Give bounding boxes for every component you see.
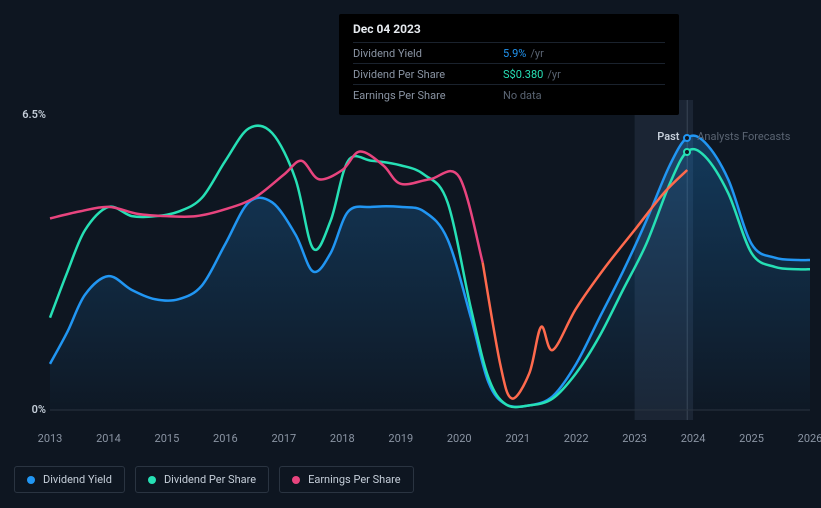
x-axis: 2013201420152016201720182019202020212022… (50, 432, 810, 452)
legend-dot-icon (27, 476, 35, 484)
x-tick-label: 2018 (330, 432, 355, 445)
forecast-label: Analysts Forecasts (697, 130, 790, 143)
x-tick-label: 2017 (271, 432, 296, 445)
legend-dot-icon (292, 476, 300, 484)
x-tick-label: 2016 (213, 432, 238, 445)
x-tick-label: 2026 (798, 432, 821, 445)
series-marker (683, 148, 691, 156)
legend-label: Dividend Yield (43, 473, 112, 486)
tooltip-row-value: S$0.380 (503, 68, 543, 81)
x-tick-label: 2019 (388, 432, 413, 445)
tooltip-title: Dec 04 2023 (353, 22, 665, 36)
tooltip: Dec 04 2023 Dividend Yield 5.9% /yr Divi… (339, 14, 679, 115)
x-tick-label: 2023 (622, 432, 647, 445)
x-tick-label: 2020 (447, 432, 472, 445)
tooltip-row-value: 5.9% (503, 47, 526, 60)
x-tick-label: 2022 (564, 432, 589, 445)
x-tick-label: 2025 (739, 432, 764, 445)
tooltip-row-unit: /yr (530, 47, 543, 60)
x-tick-label: 2014 (96, 432, 121, 445)
legend-item-dividend-per-share[interactable]: Dividend Per Share (135, 466, 269, 493)
legend: Dividend Yield Dividend Per Share Earnin… (14, 466, 414, 493)
tooltip-row-dividend-per-share: Dividend Per Share S$0.380 /yr (353, 63, 665, 84)
x-tick-label: 2024 (681, 432, 706, 445)
past-label: Past (657, 130, 679, 143)
tooltip-row-value: No data (503, 89, 542, 102)
dividend-yield-area (50, 136, 810, 410)
legend-dot-icon (148, 476, 156, 484)
x-tick-label: 2021 (505, 432, 530, 445)
legend-label: Dividend Per Share (164, 473, 256, 486)
legend-item-earnings-per-share[interactable]: Earnings Per Share (279, 466, 414, 493)
chart-plot[interactable] (50, 100, 810, 420)
legend-item-dividend-yield[interactable]: Dividend Yield (14, 466, 125, 493)
tooltip-row-earnings-per-share: Earnings Per Share No data (353, 84, 665, 105)
series-marker (683, 134, 691, 142)
tooltip-row-label: Earnings Per Share (353, 89, 503, 102)
x-tick-label: 2013 (38, 432, 63, 445)
y-axis-max-label: 6.5% (22, 108, 46, 121)
tooltip-row-unit: /yr (547, 68, 560, 81)
legend-label: Earnings Per Share (308, 473, 401, 486)
x-tick-label: 2015 (155, 432, 180, 445)
y-axis-min-label: 0% (32, 403, 46, 416)
tooltip-row-dividend-yield: Dividend Yield 5.9% /yr (353, 42, 665, 63)
tooltip-row-label: Dividend Yield (353, 47, 503, 60)
tooltip-row-label: Dividend Per Share (353, 68, 503, 81)
